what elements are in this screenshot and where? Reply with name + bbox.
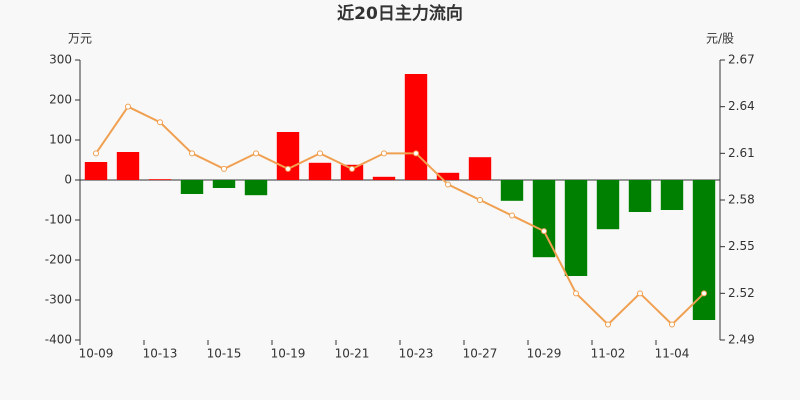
bar [372,176,396,180]
x-tick-label: 10-21 [335,347,370,361]
bar [596,180,620,230]
bar [180,180,204,194]
bar [308,162,332,180]
line-point [125,103,131,110]
line-point [637,290,643,297]
y2-tick-label: 2.52 [728,286,755,300]
line-point [221,165,227,172]
chart-title: 近20日主力流向 [337,3,463,24]
x-tick-label: 10-23 [399,347,434,361]
line-point [541,228,547,235]
x-tick-label: 10-29 [527,347,562,361]
line-point [413,150,419,157]
line-point [93,150,99,157]
y-tick-label: 300 [49,53,72,67]
y-tick-label: -300 [45,293,72,307]
x-tick-label: 11-02 [591,347,626,361]
line-point [509,212,515,219]
bar [564,180,588,276]
line-point [285,165,291,172]
line-point [253,150,259,157]
line-point [381,150,387,157]
line-point [157,119,163,126]
line-point [669,321,675,328]
y2-tick-label: 2.55 [728,239,755,253]
line-point [349,165,355,172]
bar [84,162,108,180]
bar [468,157,492,180]
line-point [605,321,611,328]
line-point [445,181,451,188]
bar [500,180,524,201]
bar [532,180,556,258]
y-tick-label: -200 [45,253,72,267]
y-tick-label: -100 [45,213,72,227]
bar [628,180,652,212]
x-tick-label: 10-19 [271,347,306,361]
x-tick-label: 11-04 [655,347,690,361]
y-tick-label: 0 [64,173,72,187]
bar [244,180,268,196]
bar [116,152,140,180]
line-point [701,290,707,297]
x-tick-label: 10-15 [207,347,242,361]
x-tick-label: 10-13 [143,347,178,361]
x-tick-label: 10-27 [463,347,498,361]
line [95,105,705,326]
y2-tick-label: 2.64 [728,99,755,113]
bar [660,180,684,210]
bar [148,179,172,180]
bar [276,132,300,180]
bar [692,180,716,320]
y-tick-label: 200 [49,93,72,107]
bar [340,164,364,180]
y-tick-label: -400 [45,333,72,347]
y2-tick-label: 2.49 [728,333,755,347]
line-point [573,290,579,297]
y2-tick-label: 2.61 [728,146,755,160]
line-point [317,150,323,157]
bar [212,180,236,188]
line-point [477,197,483,203]
bar [404,74,428,180]
y2-axis-label: 元/股 [706,32,734,46]
bar [436,172,460,180]
y-tick-label: 100 [49,133,72,147]
y2-tick-label: 2.67 [728,53,755,67]
line-point [189,150,195,157]
y2-tick-label: 2.58 [728,193,755,207]
y-axis-label: 万元 [68,32,92,46]
x-tick-label: 10-09 [79,347,114,361]
